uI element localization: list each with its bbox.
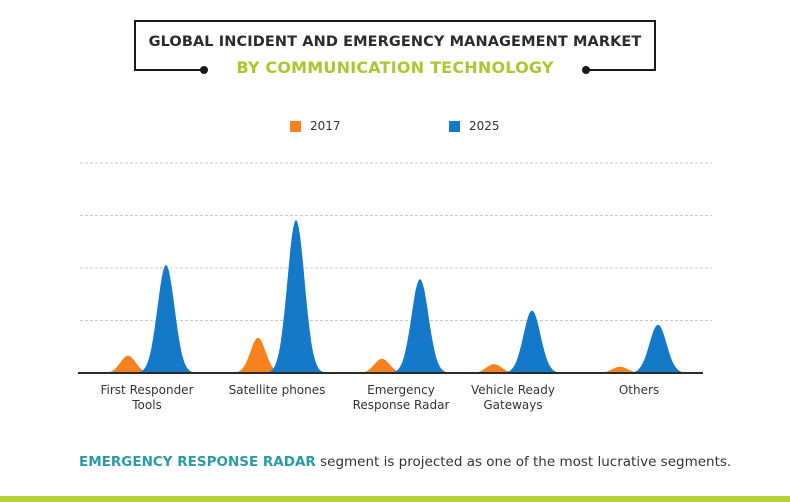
bottom-accent-bar bbox=[0, 496, 790, 502]
legend-swatch-2017 bbox=[290, 120, 301, 132]
legend-item-2025: 2025 bbox=[449, 119, 500, 133]
title-left-dot bbox=[200, 66, 208, 74]
x-tick-label-line: Emergency bbox=[367, 383, 435, 397]
chart-title: GLOBAL INCIDENT AND EMERGENCY MANAGEMENT… bbox=[148, 34, 642, 50]
footnote-highlight: EMERGENCY RESPONSE RADAR bbox=[79, 454, 316, 470]
peak-2025-vehicle-ready-gateways bbox=[503, 310, 561, 373]
x-tick-label-line: Response Radar bbox=[352, 398, 450, 412]
legend-swatch-2025 bbox=[449, 120, 460, 132]
title-box: GLOBAL INCIDENT AND EMERGENCY MANAGEMENT… bbox=[134, 20, 656, 71]
x-tick-label: Others bbox=[574, 383, 704, 398]
legend-item-2017: 2017 bbox=[290, 119, 341, 133]
peak-2025-satellite-phones bbox=[267, 219, 325, 373]
title-left-line bbox=[134, 69, 204, 71]
chart-subtitle: BY COMMUNICATION TECHNOLOGY bbox=[236, 58, 554, 77]
title-right-dot bbox=[582, 66, 590, 74]
x-tick-label: First Responder Tools bbox=[82, 383, 212, 413]
footnote-text: segment is projected as one of the most … bbox=[315, 454, 732, 470]
legend-label-2025: 2025 bbox=[469, 119, 500, 133]
peak-2017-emergency-response-radar bbox=[356, 358, 408, 373]
x-tick-label-line: Vehicle Ready bbox=[471, 383, 555, 397]
footnote: EMERGENCY RESPONSE RADAR segment is proj… bbox=[79, 454, 731, 470]
x-tick-label-line: First Responder bbox=[100, 383, 194, 397]
x-tick-label: Emergency Response Radar bbox=[336, 383, 466, 413]
legend-label-2017: 2017 bbox=[310, 119, 341, 133]
peak-2025-first-responder-tools bbox=[137, 264, 195, 373]
peak-2017-vehicle-ready-gateways bbox=[468, 364, 520, 373]
peak-2025-others bbox=[629, 324, 687, 373]
x-tick-label: Vehicle Ready Gateways bbox=[448, 383, 578, 413]
x-tick-label-line: Tools bbox=[132, 398, 162, 412]
peak-2017-first-responder-tools bbox=[102, 355, 154, 373]
peak-2025-emergency-response-radar bbox=[391, 279, 449, 373]
peak-2017-others bbox=[594, 366, 646, 373]
x-tick-label-line: Satellite phones bbox=[228, 383, 326, 397]
title-right-line bbox=[586, 69, 654, 71]
x-tick-label-line: Others bbox=[618, 383, 660, 397]
peak-2017-satellite-phones bbox=[232, 337, 284, 373]
x-tick-label: Satellite phones bbox=[212, 383, 342, 398]
x-tick-label-line: Gateways bbox=[483, 398, 543, 412]
